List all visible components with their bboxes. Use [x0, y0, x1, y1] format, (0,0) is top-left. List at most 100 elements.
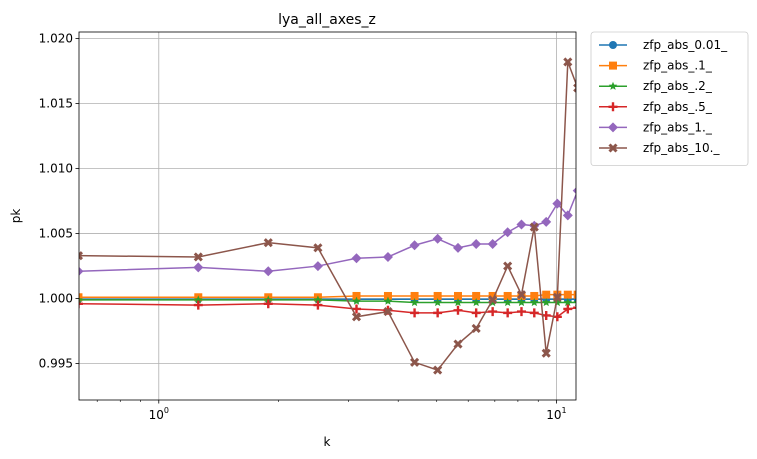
data-point	[563, 57, 573, 67]
data-point	[79, 266, 84, 276]
data-point	[563, 290, 572, 299]
legend-item: zfp_abs_.2_	[599, 79, 713, 93]
legend-box	[590, 31, 749, 167]
series-line	[79, 61, 576, 371]
data-point	[516, 290, 527, 300]
data-point	[552, 312, 562, 322]
x-tick-label: 101	[546, 406, 566, 422]
data-point	[608, 122, 618, 133]
data-point	[313, 243, 323, 253]
data-point	[530, 291, 539, 300]
data-point	[471, 308, 481, 318]
data-point	[79, 296, 83, 304]
x-tick-label: 100	[149, 406, 169, 422]
data-point	[503, 291, 512, 300]
data-point	[263, 266, 274, 277]
legend-label: zfp_abs_1._	[643, 120, 713, 134]
y-tick-label: 1.020	[39, 32, 73, 46]
data-point	[488, 295, 498, 305]
data-point	[608, 102, 618, 112]
series-line	[79, 303, 576, 318]
series-line	[79, 192, 576, 273]
data-point	[572, 187, 576, 194]
series-zfp_abs_10._	[79, 57, 576, 375]
data-point	[541, 348, 551, 358]
data-point	[383, 291, 392, 300]
data-point	[453, 339, 463, 349]
data-point	[382, 251, 393, 262]
data-point	[609, 41, 617, 49]
data-point	[453, 297, 463, 307]
legend-item: zfp_abs_1._	[599, 120, 713, 134]
data-point	[410, 357, 420, 367]
data-point	[433, 308, 443, 318]
data-point	[503, 308, 513, 318]
data-point	[351, 253, 362, 264]
data-point	[263, 238, 273, 248]
y-tick-label: 1.005	[39, 227, 73, 241]
plot-frame	[78, 31, 577, 401]
data-point	[608, 143, 618, 153]
legend-item: zfp_abs_0.01_	[599, 38, 728, 52]
series-line	[79, 293, 576, 299]
legend-label: zfp_abs_.2_	[643, 79, 713, 93]
y-axis-label: pk	[9, 209, 23, 224]
x-axis-label: k	[324, 435, 331, 449]
data-point	[471, 323, 481, 334]
data-point	[79, 299, 83, 309]
series-line	[79, 299, 576, 304]
data-point	[609, 61, 617, 70]
legend-item: zfp_abs_.5_	[599, 100, 713, 114]
data-point	[563, 304, 573, 314]
legend-label: zfp_abs_0.01_	[643, 38, 728, 52]
data-point	[453, 305, 463, 315]
data-point	[193, 262, 204, 273]
data-point	[312, 261, 323, 272]
data-point	[517, 297, 526, 307]
data-point	[573, 306, 576, 309]
data-point	[409, 240, 420, 251]
data-point	[552, 292, 562, 302]
y-tick-label: 1.000	[39, 292, 73, 306]
data-point	[383, 296, 393, 305]
data-point	[488, 291, 497, 300]
data-point	[503, 297, 512, 307]
data-point	[541, 297, 551, 307]
data-point	[79, 293, 83, 302]
grid	[79, 32, 576, 400]
data-point	[516, 219, 527, 230]
data-point	[313, 300, 323, 310]
data-point	[573, 83, 576, 93]
data-point	[471, 238, 482, 249]
data-point	[433, 297, 442, 307]
data-point	[351, 312, 362, 322]
data-point	[573, 290, 576, 299]
data-point	[502, 227, 513, 238]
data-point	[503, 261, 513, 271]
data-point	[541, 216, 552, 227]
data-point	[608, 81, 618, 90]
data-point	[453, 291, 462, 300]
data-point	[351, 304, 361, 314]
x-axis: 100 101	[96, 400, 567, 422]
data-point	[263, 299, 273, 309]
data-point	[562, 210, 573, 221]
data-point	[452, 242, 463, 253]
data-point	[432, 233, 443, 244]
data-point	[563, 297, 573, 307]
data-point	[352, 296, 361, 305]
data-point	[433, 291, 442, 300]
data-point	[194, 295, 203, 304]
data-point	[488, 307, 498, 317]
data-point	[472, 291, 481, 300]
data-point	[529, 297, 539, 307]
series-zfp_abs_1._	[79, 187, 576, 277]
data-point	[410, 308, 420, 318]
data-point	[573, 300, 576, 307]
legend-label: zfp_abs_.1_	[643, 59, 713, 73]
chart-title: lya_all_axes_z	[278, 12, 376, 28]
data-point	[410, 291, 419, 300]
data-point	[383, 307, 393, 317]
data-point	[487, 238, 498, 249]
